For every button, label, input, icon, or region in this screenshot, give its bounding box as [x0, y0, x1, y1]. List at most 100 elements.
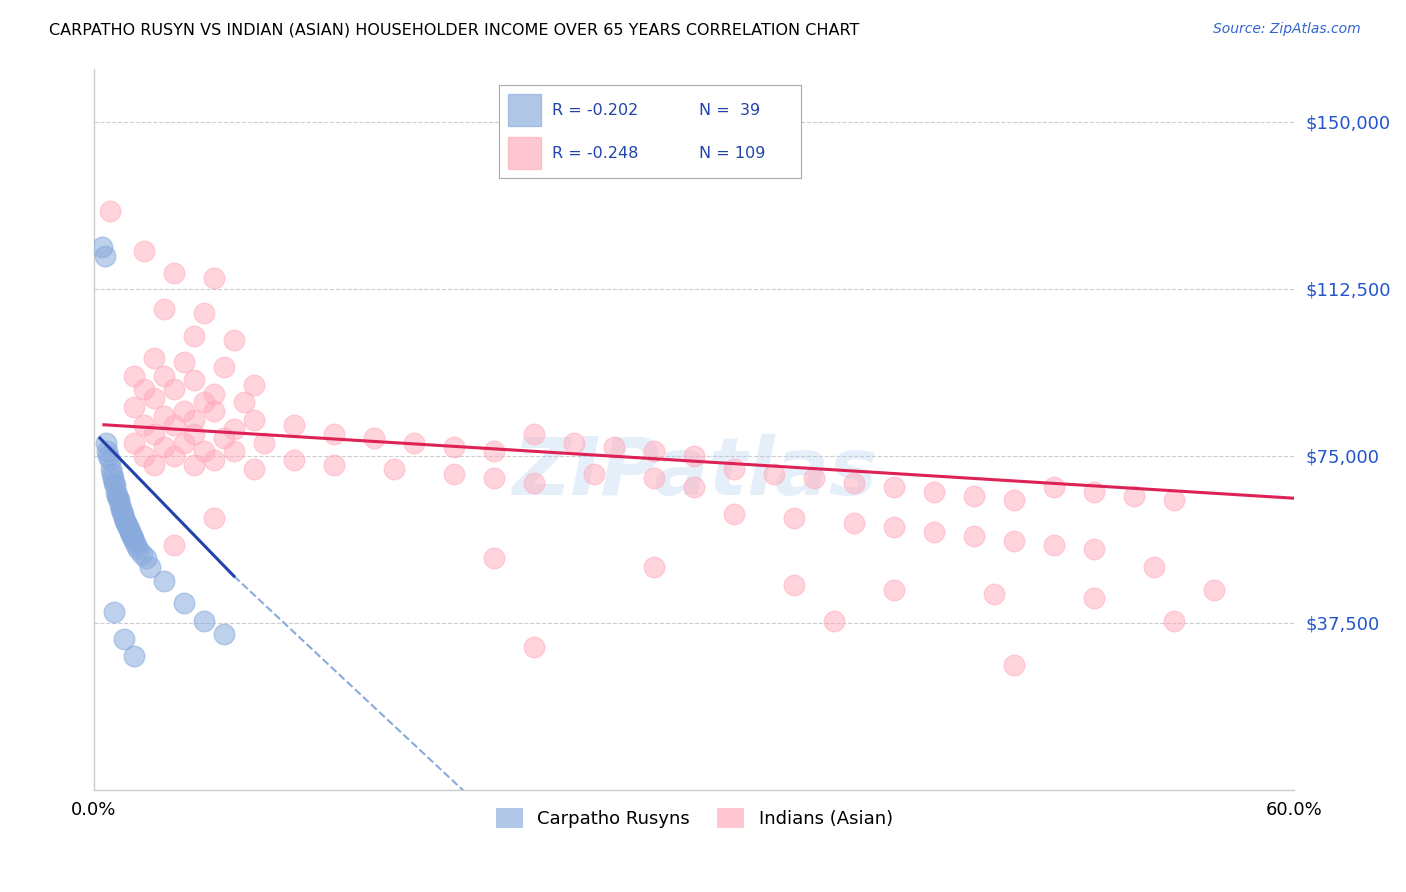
Point [183, 413, 205, 427]
Point [110, 502, 132, 516]
Point [112, 511, 135, 525]
Point [153, 409, 176, 423]
Point [153, 440, 176, 454]
Point [783, 578, 806, 592]
Point [643, 560, 665, 574]
Point [111, 505, 134, 519]
Point [844, 475, 866, 490]
Point [683, 449, 706, 463]
Point [163, 417, 186, 432]
Point [402, 435, 425, 450]
Point [723, 507, 745, 521]
Point [222, 333, 245, 347]
Point [1083, 591, 1105, 606]
Bar [508, 95, 541, 126]
Point [105, 489, 128, 503]
Point [122, 435, 145, 450]
Point [202, 511, 225, 525]
Point [125, 538, 148, 552]
Point [823, 614, 845, 628]
Point [562, 435, 585, 450]
Point [142, 351, 165, 365]
Point [243, 377, 266, 392]
Point [243, 462, 266, 476]
Point [212, 431, 235, 445]
Point [1002, 658, 1025, 673]
Point [212, 359, 235, 374]
Point [139, 560, 162, 574]
Point [103, 475, 125, 490]
Point [108, 498, 131, 512]
Point [883, 520, 905, 534]
Point [98, 204, 121, 219]
Point [243, 413, 266, 427]
Point [163, 538, 186, 552]
Point [723, 462, 745, 476]
Point [922, 484, 945, 499]
Point [142, 391, 165, 405]
Point [183, 373, 205, 387]
Point [212, 627, 235, 641]
Point [111, 507, 134, 521]
Point [122, 400, 145, 414]
Point [202, 270, 225, 285]
Point [1163, 614, 1185, 628]
Point [115, 516, 138, 530]
Point [1002, 533, 1025, 548]
Point [97, 449, 120, 463]
Point [120, 527, 142, 541]
Point [643, 471, 665, 485]
Point [132, 382, 155, 396]
Point [283, 417, 305, 432]
Text: ZIPatlas: ZIPatlas [512, 434, 877, 511]
Point [142, 458, 165, 472]
Point [193, 444, 215, 458]
Point [983, 587, 1005, 601]
Point [122, 531, 145, 545]
Point [104, 478, 127, 492]
Point [1043, 538, 1066, 552]
Point [112, 632, 135, 646]
Point [183, 458, 205, 472]
Point [173, 404, 195, 418]
Point [183, 328, 205, 343]
Point [323, 458, 346, 472]
Point [153, 301, 176, 316]
Point [153, 574, 176, 588]
Point [122, 533, 145, 548]
Point [1002, 493, 1025, 508]
Point [132, 244, 155, 258]
Text: CARPATHO RUSYN VS INDIAN (ASIAN) HOUSEHOLDER INCOME OVER 65 YEARS CORRELATION CH: CARPATHO RUSYN VS INDIAN (ASIAN) HOUSEHO… [49, 22, 859, 37]
Point [202, 386, 225, 401]
Point [163, 449, 186, 463]
Point [1083, 484, 1105, 499]
Point [323, 426, 346, 441]
Point [443, 440, 465, 454]
Point [193, 306, 215, 320]
Point [643, 444, 665, 458]
Point [100, 462, 122, 476]
Point [163, 382, 186, 396]
Point [382, 462, 405, 476]
Text: N =  39: N = 39 [699, 103, 759, 118]
Point [121, 529, 143, 543]
Point [1163, 493, 1185, 508]
Point [963, 529, 986, 543]
Point [883, 480, 905, 494]
Point [90, 240, 112, 254]
Point [683, 480, 706, 494]
Point [153, 368, 176, 383]
Point [173, 596, 195, 610]
Point [94, 248, 117, 262]
Point [104, 484, 127, 499]
Point [1143, 560, 1166, 574]
Point [443, 467, 465, 481]
Point [1123, 489, 1146, 503]
Text: N = 109: N = 109 [699, 145, 765, 161]
Point [1083, 542, 1105, 557]
Point [1204, 582, 1226, 597]
Point [482, 444, 505, 458]
Point [844, 516, 866, 530]
Point [135, 551, 157, 566]
Point [603, 440, 626, 454]
